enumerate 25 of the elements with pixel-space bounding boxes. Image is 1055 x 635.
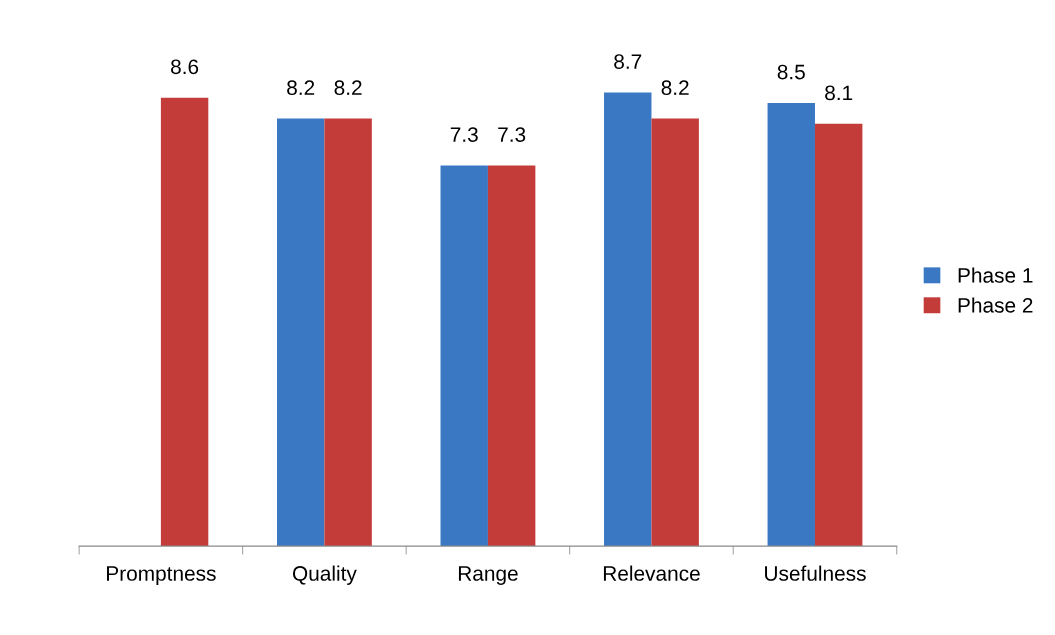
data-label: 8.2 xyxy=(661,80,689,96)
x-tick-label: Usefulness xyxy=(765,565,866,581)
x-tick-label: Relevance xyxy=(603,565,700,581)
data-label: 8.6 xyxy=(171,59,199,75)
bar xyxy=(440,165,488,547)
data-label: 8.2 xyxy=(334,80,362,96)
bar xyxy=(487,165,536,547)
x-tick-label: Quality xyxy=(292,565,357,585)
bar xyxy=(604,92,652,547)
x-tick-label: Range xyxy=(458,566,518,585)
x-tick-label: Promptness xyxy=(107,566,216,585)
bar xyxy=(276,118,325,547)
bar xyxy=(767,102,815,547)
data-label: 8.7 xyxy=(614,54,642,69)
bar xyxy=(814,123,863,547)
legend-label: Phase 2 xyxy=(958,297,1033,313)
bar xyxy=(160,97,209,547)
data-label: 7.3 xyxy=(450,127,478,142)
legend-label: Phase 1 xyxy=(958,267,1033,283)
data-label: 8.1 xyxy=(825,85,853,101)
data-label: 8.2 xyxy=(287,80,315,96)
data-label: 8.5 xyxy=(777,64,805,80)
bar xyxy=(324,118,372,547)
bar xyxy=(651,118,699,547)
data-label: 7.3 xyxy=(498,127,526,142)
